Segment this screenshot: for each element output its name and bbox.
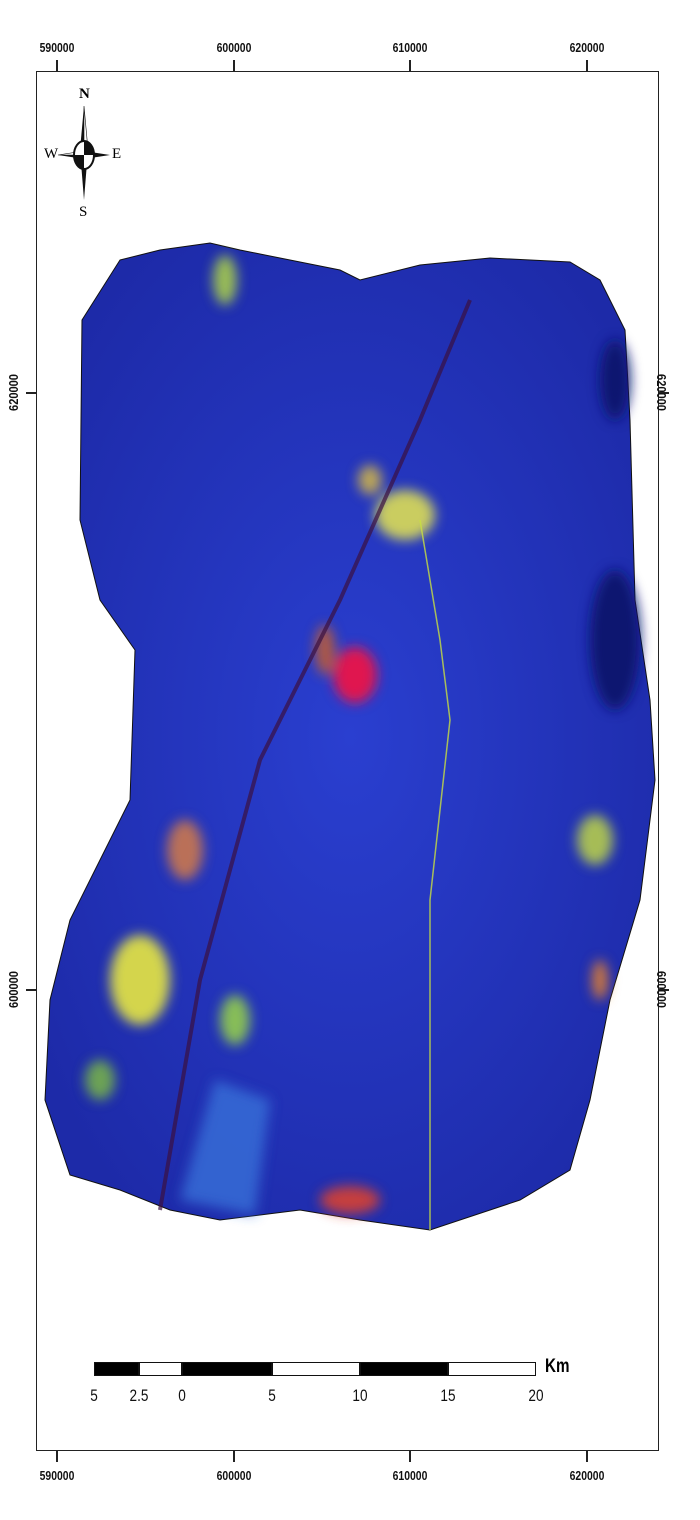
- x-label-top: 600000: [216, 40, 252, 55]
- scale-segment: [94, 1362, 139, 1376]
- north-arrow-icon: [57, 105, 110, 200]
- scale-segment: [139, 1362, 182, 1376]
- x-label-bottom: 610000: [392, 1468, 428, 1483]
- y-tick: [26, 392, 36, 394]
- scale-label: 5: [90, 1386, 98, 1405]
- scale-label: 10: [352, 1386, 368, 1405]
- compass-n: N: [79, 86, 90, 102]
- y-label-left: 620000: [6, 374, 22, 411]
- x-tick: [586, 60, 588, 71]
- x-tick: [586, 1451, 588, 1462]
- scale-segment: [272, 1362, 360, 1376]
- scale-label: 5: [268, 1386, 276, 1405]
- x-label-top: 620000: [569, 40, 605, 55]
- y-tick: [659, 989, 669, 991]
- x-tick: [56, 60, 58, 71]
- x-label-top: 610000: [392, 40, 428, 55]
- x-label-bottom: 590000: [39, 1468, 75, 1483]
- x-label-bottom: 620000: [569, 1468, 605, 1483]
- scale-label: 2.5: [129, 1386, 149, 1405]
- scale-label: 20: [528, 1386, 544, 1405]
- river-valley: [158, 299, 472, 1211]
- compass-s: S: [79, 204, 88, 220]
- scale-segment: [448, 1362, 536, 1376]
- road: [419, 519, 451, 1230]
- land-cover-patches: [85, 255, 640, 1215]
- x-tick: [233, 60, 235, 71]
- x-label-bottom: 600000: [216, 1468, 252, 1483]
- compass-e: E: [112, 146, 122, 162]
- scale-segment: [360, 1362, 448, 1376]
- y-label-left: 600000: [6, 971, 22, 1008]
- x-label-top: 590000: [39, 40, 75, 55]
- y-label-right: 600000: [654, 971, 670, 1008]
- x-tick: [233, 1451, 235, 1462]
- y-tick: [659, 392, 669, 394]
- map-frame: [36, 71, 659, 1451]
- compass-w: W: [44, 146, 59, 162]
- x-tick: [409, 60, 411, 71]
- x-tick: [409, 1451, 411, 1462]
- y-tick: [26, 989, 36, 991]
- scale-segment: [182, 1362, 272, 1376]
- scale-label: 0: [178, 1386, 186, 1405]
- y-label-right: 620000: [654, 374, 670, 411]
- scale-label: 15: [440, 1386, 456, 1405]
- scale-unit: Km: [545, 1356, 570, 1377]
- x-tick: [56, 1451, 58, 1462]
